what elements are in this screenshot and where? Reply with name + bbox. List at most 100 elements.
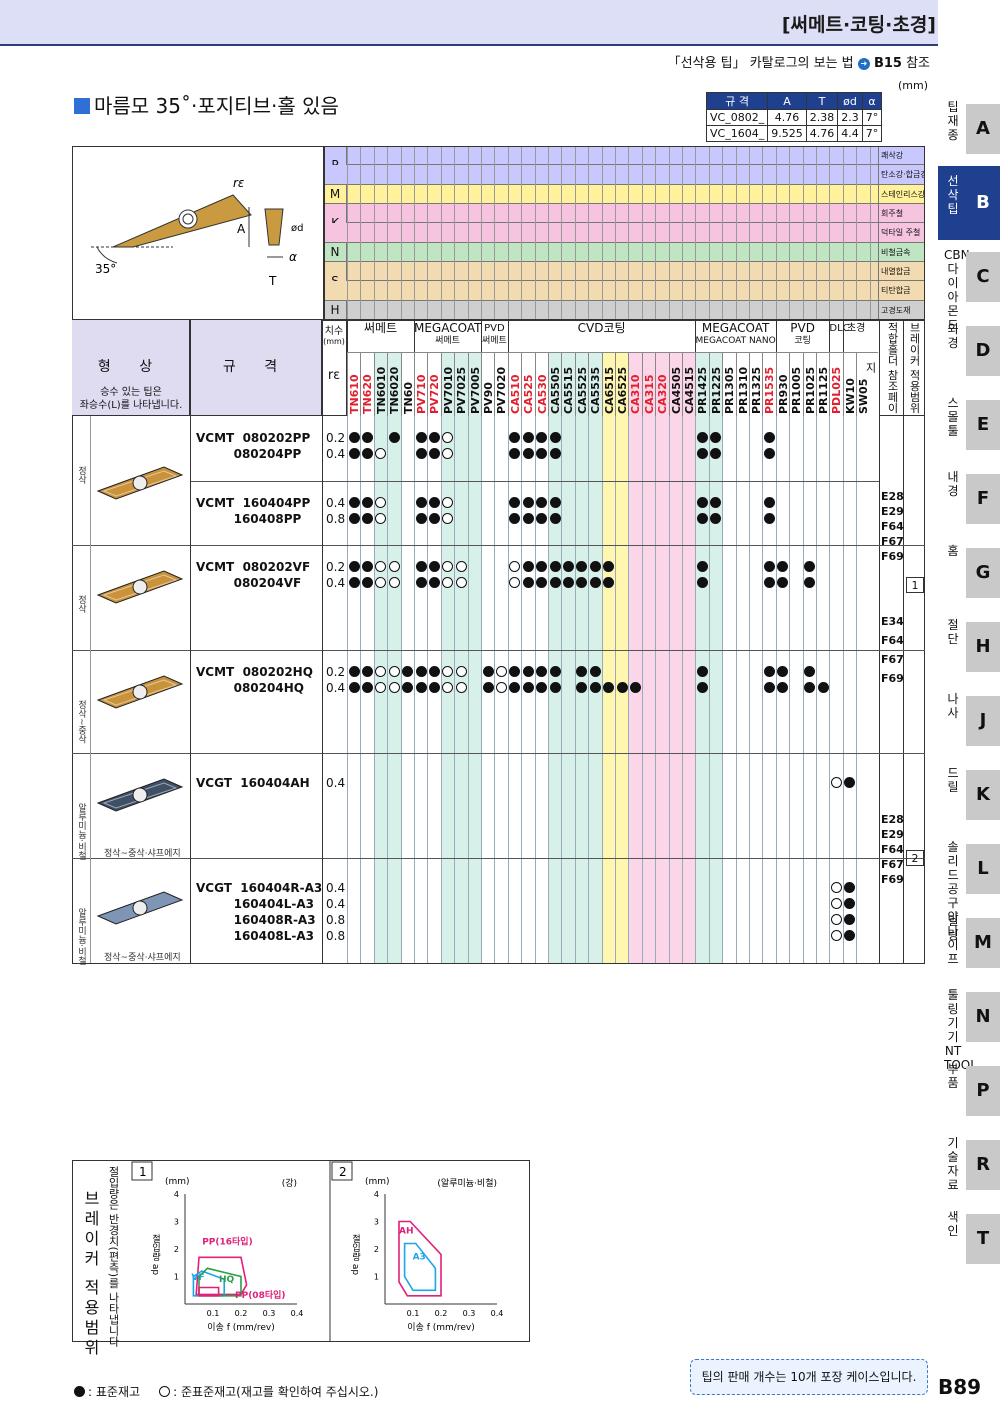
standard-stock-dot	[415, 432, 427, 443]
y-tick-label: 2	[174, 1245, 179, 1254]
nav-item-h[interactable]: 절단 H	[938, 610, 1000, 684]
nav-item-b[interactable]: 선삭팁 B	[938, 166, 1000, 240]
corner-radius: 0.4	[326, 496, 346, 510]
holder-page-ref[interactable]: E34 F64 F67 F69	[881, 615, 904, 685]
grade-column-header: CA320	[655, 352, 669, 416]
standard-stock-dot	[589, 577, 601, 588]
nav-item-label: 부품	[947, 1062, 959, 1090]
catalog-ref-page[interactable]: B15	[873, 56, 902, 71]
nav-item-k[interactable]: 드릴 K	[938, 758, 1000, 832]
nav-item-letter: G	[966, 548, 1000, 598]
nav-item-d[interactable]: 외경 D	[938, 314, 1000, 388]
nav-item-e[interactable]: 스몰툴 E	[938, 388, 1000, 462]
grade-column-header: PV7020	[494, 352, 508, 416]
insert-photo	[96, 570, 184, 604]
catalog-ref[interactable]: 「선삭용 팁」 카탈로그의 보는 법 ➜ B15 참조	[668, 52, 930, 71]
square-bullet-icon	[74, 98, 90, 114]
grade-column-header: PV720	[427, 352, 441, 416]
nav-item-letter: T	[966, 1214, 1000, 1264]
shape-usage-label: 알루미늄·비철	[76, 803, 86, 860]
semi-stock-dot	[375, 682, 387, 693]
nav-item-l[interactable]: 솔리드 공구 양나이프 L	[938, 832, 1000, 966]
x-tick-label: 0.4	[291, 1309, 304, 1318]
spec-header-cell: T	[805, 92, 839, 110]
range-area	[198, 1267, 242, 1297]
semi-stock-dot	[388, 682, 400, 693]
insert-diagram: 35° rε A T ød α	[72, 146, 324, 320]
y-tick-label: 3	[374, 1218, 379, 1227]
grade-group-label: DLC	[829, 322, 849, 335]
standard-stock-dot	[844, 914, 856, 925]
nav-item-m[interactable]: 밀링 M	[938, 906, 1000, 980]
iso-row	[324, 165, 878, 185]
grade-column-header: PR1125	[816, 352, 830, 416]
nav-item-a[interactable]: 팁재종 A	[938, 92, 1000, 166]
nav-item-t[interactable]: 색인 T	[938, 1202, 1000, 1276]
grade-name: PR1325	[750, 366, 763, 414]
standard-stock-dot	[348, 682, 360, 693]
standard-stock-dot	[696, 561, 708, 572]
insert-spec[interactable]: VCMT 160404PP 160408PP	[196, 496, 311, 526]
spec-cell: 4.76	[805, 125, 839, 142]
grade-column-header: CA4515	[682, 352, 696, 416]
nav-item-r[interactable]: 기술자료 R	[938, 1128, 1000, 1202]
iso-grid-line	[373, 146, 375, 320]
standard-stock-dot	[804, 682, 816, 693]
standard-stock-dot	[536, 666, 548, 677]
nav-item-label: 절단	[947, 618, 959, 646]
corner-radius: 0.8	[326, 913, 346, 927]
grade-column-header: CA315	[641, 352, 656, 416]
holder-page-ref[interactable]: E28 E29 F64 F67 F69	[881, 490, 904, 563]
grade-name: TN60	[401, 381, 415, 414]
nav-item-label: 팁재종	[947, 100, 959, 142]
grade-group-label: 써메트	[347, 322, 414, 335]
standard-stock-dot	[616, 682, 628, 693]
iso-grid-line	[775, 146, 777, 320]
spec-cell: 7°	[861, 109, 883, 126]
semi-stock-dot	[375, 497, 387, 508]
grade-column-header: PR1535	[762, 352, 776, 416]
grade-column-header: PV90	[481, 352, 495, 416]
standard-stock-dot	[402, 666, 414, 677]
break-range-header: 브레이커 적용범위	[903, 320, 925, 416]
standard-stock-dot	[576, 666, 588, 677]
shape-usage-label: 알루미늄·비철	[76, 908, 86, 965]
standard-stock-dot	[428, 577, 440, 588]
insert-spec[interactable]: VCGT 160404AH	[196, 776, 310, 790]
standard-stock-dot	[428, 432, 440, 443]
grade-column-header: PV7005	[467, 352, 482, 416]
standard-stock-dot	[522, 577, 534, 588]
nav-item-n[interactable]: 툴링기기 NT TOOL N	[938, 980, 1000, 1072]
breaker-range-ref[interactable]: 1	[906, 577, 924, 593]
insert-spec[interactable]: VCMT 080202VF 080204VF	[196, 560, 311, 590]
nav-item-f[interactable]: 내경 F	[938, 462, 1000, 536]
standard-stock-dot	[348, 432, 360, 443]
iso-grid-line	[708, 146, 710, 320]
grade-name: PDL025	[830, 366, 844, 414]
grade-group-label: PVD 써메트	[481, 322, 508, 348]
nav-item-p[interactable]: 부품 P	[938, 1054, 1000, 1128]
standard-stock-dot	[522, 448, 534, 459]
holder-page-ref[interactable]: E28 E29 F64 F67 F69	[881, 813, 904, 886]
dimension-label: 치수	[324, 326, 344, 337]
grade-group-label: MEGACOAT 써메트	[414, 322, 481, 348]
breaker-range-ref[interactable]: 2	[906, 850, 924, 866]
grade-column-header: CA6525	[615, 352, 629, 416]
grade-column-header: TN60	[400, 352, 415, 416]
iso-grid-line	[494, 146, 496, 320]
standard-stock-dot	[348, 513, 360, 524]
grade-group-sub: 코팅	[794, 336, 811, 346]
legend-open-text: : 준표준재고(재고를 확인하여 주십시오.)	[173, 1385, 379, 1399]
grade-group-sub: 써메트	[435, 336, 460, 346]
insert-spec[interactable]: VCMT 080202HQ 080204HQ	[196, 665, 313, 695]
nav-item-j[interactable]: 나사 J	[938, 684, 1000, 758]
insert-spec[interactable]: VCGT 160404R-A3 160404L-A3 160408R-A3 16…	[196, 881, 323, 943]
nav-item-c[interactable]: CBN 다이아몬드 C	[938, 240, 1000, 332]
nav-item-label: 스몰툴	[947, 396, 959, 438]
top-rule	[0, 44, 938, 46]
grade-name: CA530	[535, 374, 549, 414]
insert-spec[interactable]: VCMT 080202PP 080204PP	[196, 431, 311, 461]
semi-stock-dot	[830, 914, 842, 925]
nav-item-letter: P	[966, 1066, 1000, 1116]
